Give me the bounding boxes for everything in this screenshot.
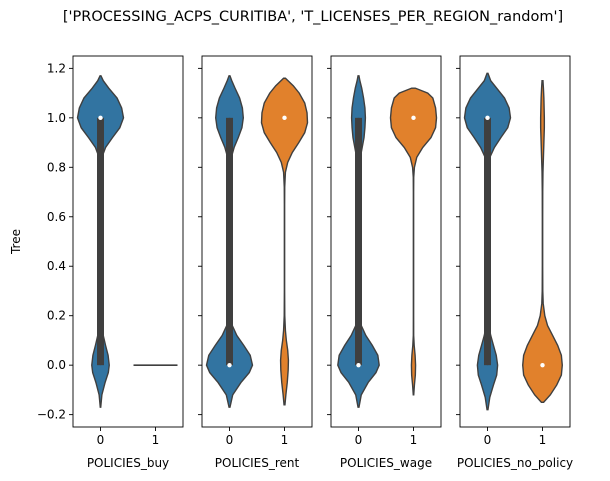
y-axis-label: Tree [9,229,23,255]
x-tick-label: 1 [152,433,160,447]
y-tick-label: 1.2 [47,61,66,75]
violin-median-point [282,115,287,121]
x-tick-label: 0 [97,433,105,447]
x-tick-label: 1 [410,433,418,447]
violin-median-point [485,115,490,121]
axes-frame [459,55,571,428]
x-axis-label: POLICIES_buy [87,456,169,470]
y-tick-label: −0.2 [37,408,66,422]
violin-iqr-box [484,117,491,366]
axes-frame [201,55,313,428]
violin-median-point [540,362,545,368]
y-tick-label: 0.6 [47,210,66,224]
axes-frame [72,55,184,428]
violin-body [389,87,438,396]
violin-panel: 0 1 POLICIES_no_policy [456,55,573,470]
violin-iqr-box [226,117,233,366]
y-tick-label: 1.0 [47,111,66,125]
x-tick-label: 0 [355,433,363,447]
violin-body [522,80,563,403]
x-tick-label: 0 [226,433,234,447]
violin-panel: −0.2 0.0 0.2 0.4 0.6 0.8 1.0 1.2 0 1 POLICIES_buy T… [9,55,184,470]
x-tick-label: 1 [281,433,289,447]
violin-median-point [411,115,416,121]
x-axis-label: POLICIES_wage [340,456,432,470]
x-axis-label: POLICIES_no_policy [457,456,573,470]
violin-median-point [227,362,232,368]
y-tick-label: 0.4 [47,259,66,273]
subplot-grid: −0.2 0.0 0.2 0.4 0.6 0.8 1.0 1.2 0 1 POLICIES_buy T… [9,55,573,470]
violin-iqr-box [355,117,362,366]
x-tick-label: 1 [539,433,547,447]
violin-body [260,77,309,406]
violin-panel: 0 1 POLICIES_rent [198,55,313,470]
axes-frame [330,55,442,428]
figure-suptitle: ['PROCESSING_ACPS_CURITIBA', 'T_LICENSES… [63,9,563,25]
y-tick-label: 0.8 [47,160,66,174]
violin-median-point [356,362,361,368]
x-tick-label: 0 [484,433,492,447]
violin-panel: 0 1 POLICIES_wage [327,55,442,470]
violin-median-point [98,115,103,121]
violin-iqr-box [97,117,104,366]
x-axis-label: POLICIES_rent [215,456,300,470]
y-tick-label: 0.2 [47,309,66,323]
y-tick-label: 0.0 [47,358,66,372]
